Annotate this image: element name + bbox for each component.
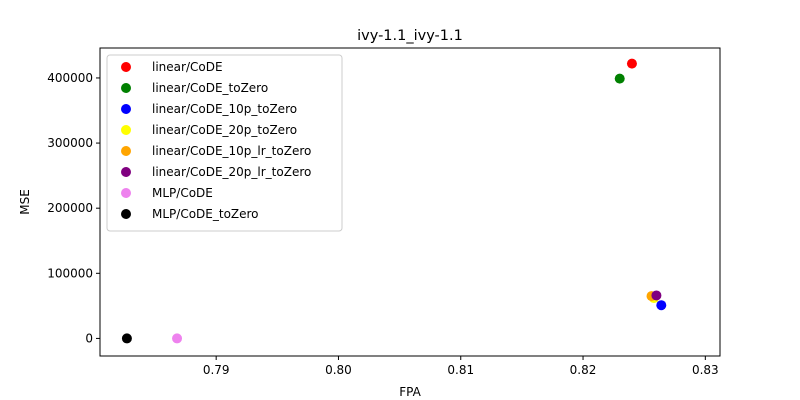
y-tick-label: 400000: [47, 71, 93, 85]
x-axis-ticks: 0.79 0.80 0.81 0.82 0.83: [203, 356, 719, 377]
x-tick-label: 0.80: [325, 363, 352, 377]
legend-marker: [121, 146, 131, 156]
legend-label: MLP/CoDE_toZero: [152, 207, 259, 221]
data-point: [614, 73, 625, 84]
data-point: [172, 333, 183, 344]
y-tick-label: 200000: [47, 201, 93, 215]
y-tick-label: 300000: [47, 136, 93, 150]
plot-area-frame: [99, 47, 721, 357]
y-axis-label: MSE: [18, 189, 32, 215]
data-point: [121, 333, 132, 344]
x-tick-label: 0.79: [203, 363, 230, 377]
legend-marker: [121, 209, 131, 219]
data-point: [651, 290, 662, 301]
data-points: [121, 58, 667, 344]
data-point: [656, 300, 667, 311]
x-axis-label: FPA: [399, 385, 421, 399]
y-tick-label: 100000: [47, 266, 93, 280]
x-tick-label: 0.83: [692, 363, 719, 377]
legend-marker: [121, 167, 131, 177]
y-tick-label: 0: [85, 331, 93, 345]
legend-marker: [121, 83, 131, 93]
legend-label: linear/CoDE_10p_toZero: [152, 102, 297, 116]
data-point: [626, 58, 637, 69]
legend-label: MLP/CoDE: [152, 186, 213, 200]
legend-label: linear/CoDE_toZero: [152, 81, 268, 95]
legend-marker: [121, 125, 131, 135]
legend-box: [106, 54, 343, 232]
legend-marker: [121, 188, 131, 198]
y-axis-ticks: 0 100000 200000 300000 400000: [47, 71, 100, 345]
legend-label: linear/CoDE_20p_lr_toZero: [152, 165, 311, 179]
x-tick-label: 0.81: [447, 363, 474, 377]
legend-label: linear/CoDE_10p_lr_toZero: [152, 144, 311, 158]
legend-label: linear/CoDE_20p_toZero: [152, 123, 297, 137]
legend: linear/CoDE linear/CoDE_toZero linear/CoDE…: [106, 54, 343, 232]
x-tick-label: 0.82: [570, 363, 597, 377]
legend-label: linear/CoDE: [152, 60, 223, 74]
legend-marker: [121, 104, 131, 114]
chart-title: ivy-1.1_ivy-1.1: [357, 28, 463, 44]
legend-marker: [121, 62, 131, 72]
